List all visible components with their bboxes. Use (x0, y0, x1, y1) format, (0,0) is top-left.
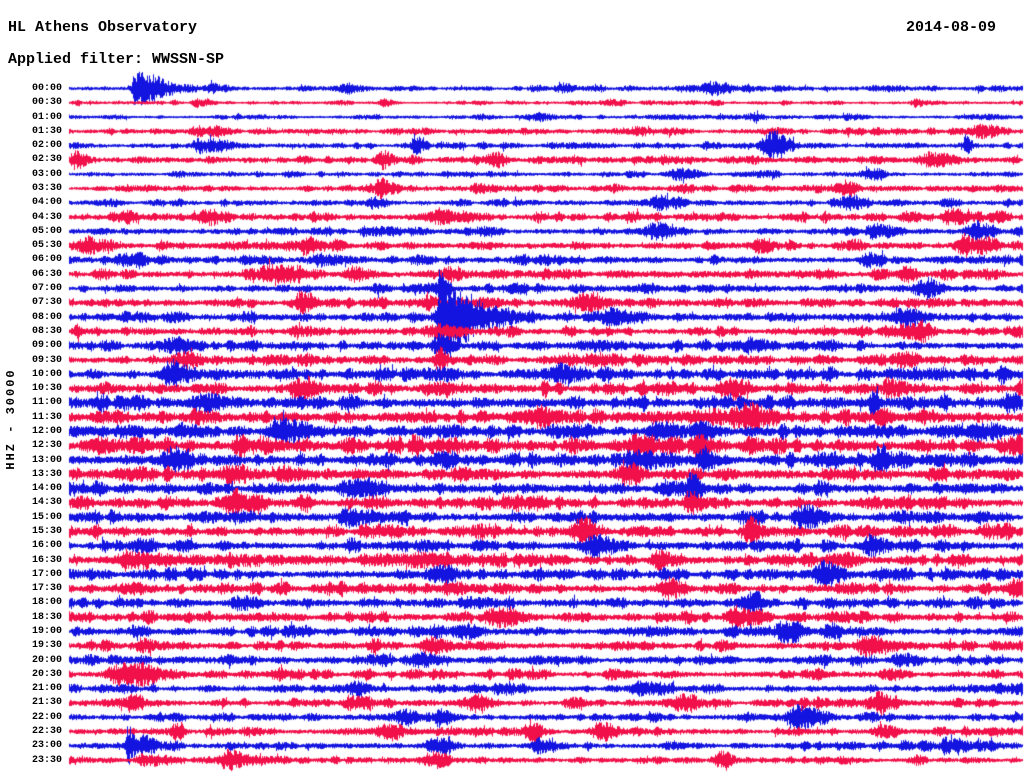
trace-time-label: 11:30 (31, 411, 62, 423)
trace-time-label: 08:00 (31, 311, 62, 323)
date-label: 2014-08-09 (905, 19, 996, 36)
trace-time-label: 04:30 (31, 211, 62, 223)
trace-time-label: 23:30 (31, 754, 62, 766)
trace-time-label: 03:30 (31, 183, 62, 195)
trace-time-label: 19:00 (31, 626, 62, 638)
trace-time-label: 20:30 (31, 668, 62, 680)
trace-time-label: 16:30 (31, 554, 62, 566)
trace-time-label: 21:30 (31, 697, 62, 709)
trace-time-label: 09:30 (31, 354, 62, 366)
trace-time-label: 06:30 (31, 268, 62, 280)
trace-time-label: 23:00 (31, 740, 62, 752)
trace-time-label: 22:30 (31, 726, 62, 738)
trace-time-label: 01:00 (31, 111, 62, 123)
trace-time-label: 07:30 (31, 297, 62, 309)
trace-time-label: 10:00 (31, 368, 62, 380)
trace-time-label: 17:30 (31, 583, 62, 595)
trace-time-label: 20:00 (31, 654, 62, 666)
trace-time-label: 00:30 (31, 97, 62, 109)
trace-time-label: 04:00 (31, 197, 62, 209)
trace-time-label: 12:00 (31, 425, 62, 437)
trace-time-label: 05:00 (31, 225, 62, 237)
trace-time-label: 08:30 (31, 325, 62, 337)
trace-time-label: 21:00 (31, 683, 62, 695)
trace-time-label: 02:30 (31, 154, 62, 166)
filter-label: Applied filter: WWSSN-SP (8, 51, 225, 68)
trace-time-label: 14:00 (31, 483, 62, 495)
trace-time-label: 09:00 (31, 340, 62, 352)
trace-time-label: 07:00 (31, 283, 62, 295)
trace-time-label: 19:30 (31, 640, 62, 652)
trace-time-label: 15:00 (31, 511, 62, 523)
trace-time-label: 13:30 (31, 468, 62, 480)
trace-time-label: 18:00 (31, 597, 62, 609)
trace-time-label: 13:00 (31, 454, 62, 466)
trace-time-label: 02:00 (31, 140, 62, 152)
trace-time-label: 17:00 (31, 568, 62, 580)
channel-scale-label: HHZ - 30000 (4, 368, 18, 470)
trace-time-label: 03:00 (31, 168, 62, 180)
station-title: HL Athens Observatory (8, 19, 198, 36)
trace-time-label: 10:30 (31, 383, 62, 395)
trace-time-label: 12:30 (31, 440, 62, 452)
trace-time-label: 22:00 (31, 711, 62, 723)
trace-time-label: 16:00 (31, 540, 62, 552)
trace-time-label: 05:30 (31, 240, 62, 252)
trace-time-label: 18:30 (31, 611, 62, 623)
trace-time-label: 06:00 (31, 254, 62, 266)
trace-time-label: 14:30 (31, 497, 62, 509)
trace-time-label: 01:30 (31, 125, 62, 137)
trace-time-label: 00:00 (31, 83, 62, 94)
trace-time-label: 15:30 (31, 525, 62, 537)
trace-time-label: 11:00 (31, 397, 62, 409)
